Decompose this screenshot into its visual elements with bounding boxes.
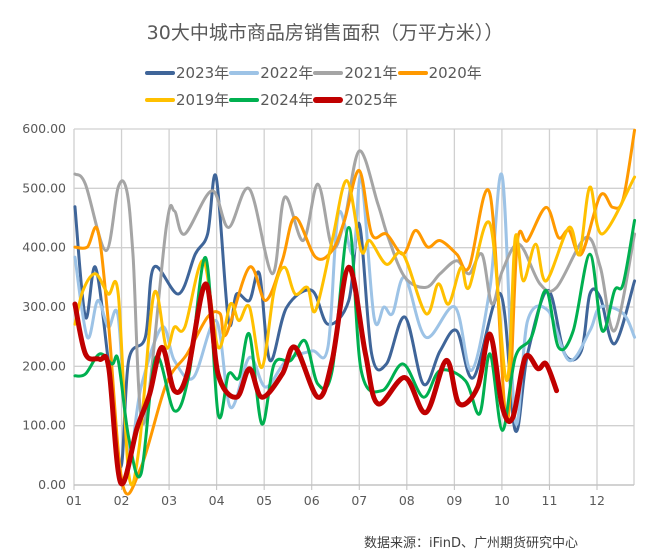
legend-label: 2023年: [176, 64, 230, 82]
legend-row-2: 2019年 2024年 2025年: [145, 89, 398, 110]
legend-swatch: [145, 97, 175, 102]
legend-item-2025: 2025年: [313, 89, 398, 110]
legend-item-2019: 2019年: [145, 89, 229, 110]
legend-label: 2025年: [344, 91, 398, 109]
x-tick-label: 07: [351, 493, 367, 508]
legend-label: 2024年: [260, 91, 314, 109]
x-tick-label: 09: [446, 493, 462, 508]
x-tick-label: 05: [256, 493, 272, 508]
x-tick-label: 08: [399, 493, 415, 508]
y-tick-label: 200.00: [22, 358, 66, 373]
legend-item-2024: 2024年: [229, 89, 313, 110]
legend-item-2021: 2021年: [313, 62, 398, 83]
y-tick-label: 300.00: [22, 299, 66, 314]
legend-item-2020: 2020年: [397, 62, 482, 83]
y-tick-label: 400.00: [22, 240, 66, 255]
x-tick-label: 11: [542, 493, 558, 508]
legend-label: 2019年: [176, 91, 230, 109]
legend-label: 2022年: [260, 64, 314, 82]
x-tick-label: 02: [114, 493, 130, 508]
legend-swatch: [313, 70, 344, 75]
x-tick-label: 04: [209, 493, 225, 508]
legend-row-1: 2023年 2022年 2021年 2020年: [145, 62, 482, 83]
x-tick-label: 06: [304, 493, 320, 508]
x-tick-label: 12: [589, 493, 605, 508]
series-line-2019: [73, 175, 637, 487]
x-tick-label: 01: [66, 493, 82, 508]
y-tick-label: 100.00: [22, 418, 66, 433]
legend-swatch: [229, 97, 260, 102]
legend-swatch: [229, 70, 260, 75]
legend-item-2023: 2023年: [145, 62, 229, 83]
source-note: 数据来源：iFinD、广州期货研究中心: [364, 536, 579, 551]
y-tick-label: 500.00: [22, 180, 66, 195]
y-tick-label: 0.00: [38, 477, 66, 492]
x-tick-label: 10: [494, 493, 510, 508]
legend-item-2022: 2022年: [229, 62, 313, 83]
x-tick-label: 03: [161, 493, 177, 508]
y-tick-label: 600.00: [22, 121, 66, 136]
legend-swatch: [397, 70, 428, 75]
legend-swatch: [313, 96, 344, 103]
series-line-2025: [72, 264, 560, 487]
series-line-2023: [73, 173, 637, 469]
legend-label: 2021年: [344, 64, 398, 82]
legend-label: 2020年: [428, 64, 482, 82]
chart-title: 30大中城市商品房销售面积（万平方米））: [146, 22, 504, 44]
legend-swatch: [145, 70, 175, 75]
